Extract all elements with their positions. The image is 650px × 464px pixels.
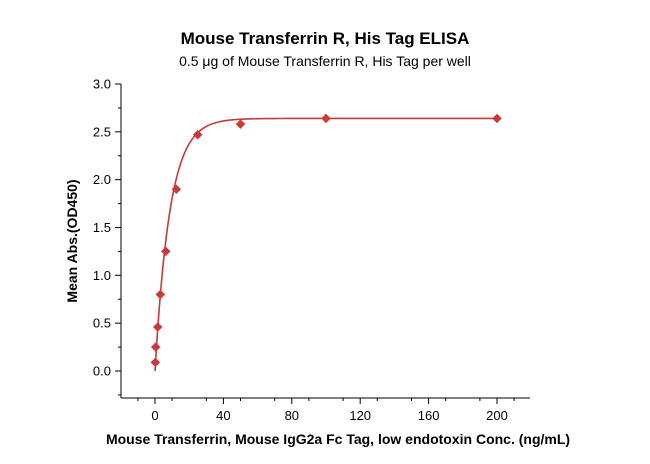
y-ticks: 0.0 0.5 1.0 1.5 2.0 2.5 3.0 xyxy=(93,77,121,396)
data-point xyxy=(150,342,161,352)
data-point xyxy=(160,246,171,257)
data-point xyxy=(235,119,246,130)
y-tick-label: 0.0 xyxy=(93,364,111,379)
plot-area xyxy=(150,113,502,372)
y-tick-label: 1.5 xyxy=(93,220,111,235)
y-tick-label: 3.0 xyxy=(93,77,111,92)
y-tick-label: 2.5 xyxy=(93,124,111,139)
x-axis-label: Mouse Transferrin, Mouse IgG2a Fc Tag, l… xyxy=(106,431,570,447)
x-tick-label: 120 xyxy=(349,408,371,423)
data-point xyxy=(171,184,182,195)
chart-title: Mouse Transferrin R, His Tag ELISA xyxy=(181,29,470,48)
x-tick-label: 0 xyxy=(151,408,158,423)
y-tick-label: 0.5 xyxy=(93,316,111,331)
y-tick-label: 2.0 xyxy=(93,172,111,187)
fit-curve xyxy=(154,117,497,372)
x-ticks: 0 40 80 120 160 200 xyxy=(137,398,515,423)
data-point xyxy=(492,113,502,124)
data-point xyxy=(321,113,331,124)
data-point xyxy=(192,129,203,140)
data-point xyxy=(155,289,166,300)
axes xyxy=(120,84,530,399)
x-tick-label: 40 xyxy=(216,408,230,423)
y-tick-label: 1.0 xyxy=(93,268,111,283)
y-axis-label: Mean Abs.(OD450) xyxy=(64,179,80,302)
data-point xyxy=(152,322,163,332)
x-tick-label: 200 xyxy=(486,408,508,423)
data-point xyxy=(150,357,161,368)
x-tick-label: 80 xyxy=(285,408,299,423)
x-tick-label: 160 xyxy=(418,408,440,423)
chart-subtitle: 0.5 μg of Mouse Transferrin R, His Tag p… xyxy=(179,53,471,69)
data-markers xyxy=(150,113,502,368)
